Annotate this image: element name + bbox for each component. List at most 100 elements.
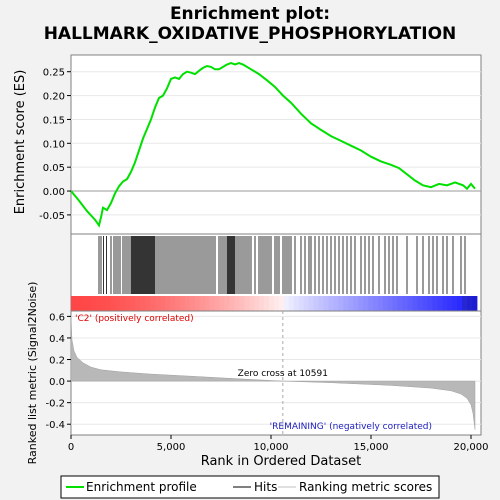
negative-correlation-label: 'REMAINING' (negatively correlated) (270, 422, 432, 432)
rank-colour-segment (427, 296, 433, 311)
rank-colour-segment (348, 296, 354, 311)
rank-colour-segment (140, 296, 146, 311)
rank-colour-segment (264, 296, 270, 311)
hit-markers (98, 236, 466, 294)
enrichment-profile-line (70, 62, 476, 228)
rank-colour-segment (71, 296, 77, 311)
rank-colour-segment (75, 296, 82, 311)
rank-colour-segment (224, 296, 230, 311)
es-tick-label: 0.15 (43, 115, 65, 126)
rank-colour-segment (274, 296, 280, 311)
rank-colour-segment (353, 296, 359, 311)
rank-colour-segment (150, 296, 156, 311)
ranking-metric-area (70, 316, 476, 430)
rank-colour-segment (100, 296, 107, 311)
es-tick-label: 0.05 (43, 163, 65, 174)
rank-colour-segment (115, 296, 121, 311)
es-y-axis-label: Enrichment score (ES) (13, 70, 28, 215)
metric-tick-label: -0.2 (45, 399, 65, 410)
rank-colour-segment (170, 296, 176, 311)
rank-colour-segment (269, 296, 275, 311)
rank-colour-segment (373, 296, 379, 311)
rank-colour-segment (194, 296, 201, 311)
rank-colour-segment (402, 296, 409, 311)
chart-title-line1: Enrichment plot: (170, 4, 330, 24)
rank-colour-segment (160, 296, 166, 311)
metric-tick-label: 0.6 (49, 312, 65, 323)
rank-colour-segment (155, 296, 161, 311)
rank-colour-segment (368, 296, 374, 311)
rank-colour-segment (452, 296, 458, 311)
rank-colour-segment (85, 296, 92, 311)
rank-colour-segment (105, 296, 112, 311)
rank-colour-segment (313, 296, 319, 311)
x-tick-label: 0 (68, 442, 74, 453)
rank-colour-segment (377, 296, 384, 311)
rank-colour-segment (259, 296, 265, 311)
legend-metric-label: Ranking metric scores (299, 480, 432, 494)
rank-colour-segment (234, 296, 240, 311)
rank-colour-segment (80, 296, 87, 311)
rank-colour-segment (462, 296, 468, 311)
rank-colour-segment (338, 296, 344, 311)
rank-colour-segment (145, 296, 151, 311)
rank-colour-segment (358, 296, 364, 311)
rank-colour-segment (179, 296, 186, 311)
rank-colour-segment (165, 296, 171, 311)
rank-colour-segment (328, 296, 334, 311)
legend-hits-label: Hits (254, 480, 277, 494)
rank-colour-segment (90, 296, 97, 311)
rank-colour-segment (387, 296, 394, 311)
es-y-ticks: 0.25 0.20 0.15 0.10 0.05 0.00 -0.05 (39, 68, 71, 222)
metric-tick-label: -0.4 (45, 420, 65, 431)
rank-colour-segment (412, 296, 418, 311)
rank-colour-segment (204, 296, 211, 311)
rank-colour-segment (318, 296, 324, 311)
rank-colour-segment (214, 296, 220, 311)
rank-colour-segment (189, 296, 196, 311)
metric-y-ticks: 0.6 0.4 0.2 0.0 -0.2 -0.4 (45, 312, 71, 431)
chart-title-line2: HALLMARK_OXIDATIVE_PHOSPHORYLATION (44, 24, 457, 44)
rank-colour-segment (422, 296, 428, 311)
rank-colour-segment (457, 296, 463, 311)
x-tick-label: 20,000 (454, 442, 489, 453)
rank-colour-segment (229, 296, 235, 311)
rank-colour-segment (392, 296, 399, 311)
es-panel (70, 54, 482, 235)
rank-colour-segment (174, 296, 181, 311)
rank-colour-segment (184, 296, 191, 311)
rank-colour-segment (288, 296, 295, 311)
rank-colour-segment (199, 296, 206, 311)
rank-colour-segment (244, 296, 250, 311)
metric-tick-label: 0.0 (49, 377, 65, 388)
metric-tick-label: 0.2 (49, 356, 65, 367)
es-tick-label: 0.00 (43, 187, 65, 198)
x-ticks: 0 5,000 10,000 15,000 20,000 (68, 435, 489, 453)
rank-colour-segment (120, 296, 126, 311)
rank-colour-segment (135, 296, 141, 311)
x-tick-label: 15,000 (354, 442, 389, 453)
rank-colour-segment (417, 296, 423, 311)
rank-colour-segment (254, 296, 260, 311)
rank-colour-segment (209, 296, 215, 311)
rank-colour-segment (407, 296, 414, 311)
metric-tick-label: 0.4 (49, 334, 65, 345)
rank-colour-segment (249, 296, 255, 311)
rank-colour-segment (125, 296, 131, 311)
rank-colour-segment (308, 296, 315, 311)
rank-colour-segment (293, 296, 300, 311)
rank-colour-segment (110, 296, 116, 311)
es-tick-label: -0.05 (39, 211, 65, 222)
es-tick-label: 0.10 (43, 139, 65, 150)
es-tick-label: 0.20 (43, 92, 65, 103)
rank-colour-segment (432, 296, 438, 311)
metric-y-axis-label: Ranked list metric (Signal2Noise) (26, 282, 39, 465)
rank-colour-segment (95, 296, 102, 311)
legend-enrichment-label: Enrichment profile (86, 480, 197, 494)
rank-colour-segment (130, 296, 136, 311)
rank-colour-segment (343, 296, 349, 311)
rank-colour-segment (442, 296, 448, 311)
rank-colour-segment (437, 296, 443, 311)
positive-correlation-label: 'C2' (positively correlated) (75, 314, 194, 324)
